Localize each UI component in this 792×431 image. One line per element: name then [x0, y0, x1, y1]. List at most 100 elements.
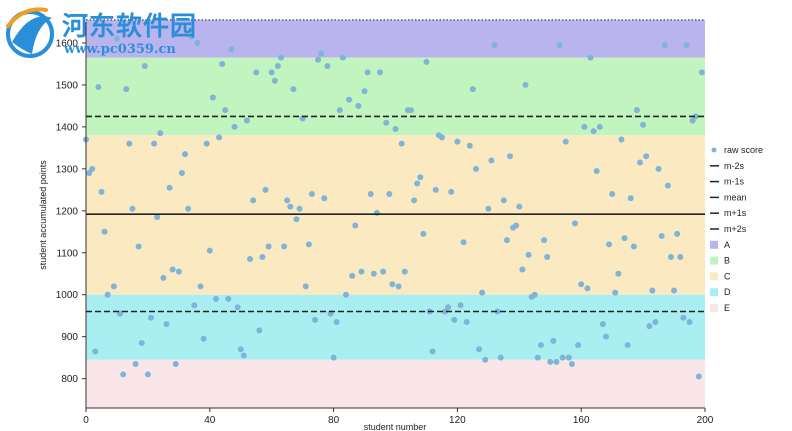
data-point	[590, 128, 597, 135]
data-point	[587, 54, 594, 61]
data-point	[491, 42, 498, 49]
data-point	[572, 220, 579, 227]
data-point	[346, 96, 353, 103]
data-point	[630, 243, 637, 250]
data-point	[686, 318, 693, 325]
data-point	[163, 321, 170, 328]
data-point	[689, 117, 696, 124]
data-point	[113, 35, 120, 42]
data-point	[151, 140, 158, 147]
data-point	[182, 151, 189, 158]
x-tick-label: 200	[697, 415, 714, 426]
grade-band-c	[86, 135, 705, 295]
data-point	[228, 46, 235, 53]
data-point	[407, 107, 414, 114]
data-point	[377, 69, 384, 76]
grade-band-e	[86, 359, 705, 408]
legend-entry: B	[710, 256, 730, 266]
data-point	[596, 123, 603, 130]
data-point	[516, 203, 523, 210]
data-point	[277, 54, 284, 61]
grade-band-b	[86, 57, 705, 136]
legend-entry: D	[710, 287, 731, 297]
data-point	[661, 42, 668, 49]
data-point	[358, 268, 365, 275]
data-point	[166, 184, 173, 191]
legend-swatch	[710, 240, 718, 249]
data-point	[197, 283, 204, 290]
legend-entry: m-2s	[710, 161, 744, 171]
data-point	[497, 354, 504, 361]
data-point	[247, 256, 254, 263]
data-point	[618, 136, 625, 143]
x-axis-label: student number	[364, 422, 427, 431]
data-point	[637, 159, 644, 166]
watermark-url: www.pc0359.cn	[64, 42, 176, 57]
data-point	[123, 86, 130, 93]
data-point	[420, 230, 427, 237]
data-point	[160, 274, 167, 281]
data-point	[476, 346, 483, 353]
data-point	[649, 287, 656, 294]
data-point	[695, 373, 702, 380]
data-point	[652, 318, 659, 325]
data-point	[544, 253, 551, 260]
data-point	[89, 165, 96, 172]
data-point	[398, 140, 405, 147]
data-point	[185, 205, 192, 212]
data-point	[240, 352, 247, 359]
data-point	[336, 107, 343, 114]
data-point	[296, 205, 303, 212]
data-point	[606, 241, 613, 248]
y-axis-label: student accumulated points	[38, 160, 48, 270]
data-point	[367, 191, 374, 198]
data-point	[138, 339, 145, 346]
data-point	[602, 333, 609, 340]
legend-label: m+1s	[724, 208, 747, 218]
data-point	[135, 243, 142, 250]
data-point	[324, 63, 331, 70]
data-point	[627, 195, 634, 202]
data-point	[339, 54, 346, 61]
data-point	[274, 63, 281, 70]
x-tick-label: 160	[573, 415, 590, 426]
data-point	[401, 268, 408, 275]
y-tick-label: 1300	[56, 164, 79, 175]
data-point	[386, 191, 393, 198]
data-point	[680, 314, 687, 321]
legend-label: mean	[724, 192, 747, 202]
data-point	[553, 358, 560, 365]
data-point	[677, 253, 684, 260]
legend-entry: raw score	[711, 145, 763, 155]
data-point	[256, 327, 263, 334]
axes	[85, 22, 705, 409]
data-point	[169, 266, 176, 273]
data-point	[671, 287, 678, 294]
data-point	[287, 203, 294, 210]
data-point	[234, 304, 241, 311]
legend-entry: E	[710, 303, 730, 313]
data-point	[445, 304, 452, 311]
data-point	[364, 69, 371, 76]
data-point	[126, 140, 133, 147]
data-point	[411, 197, 418, 204]
data-point	[482, 356, 489, 363]
watermark: 河东软件园 www.pc0359.cn	[0, 0, 210, 70]
data-point	[392, 125, 399, 132]
data-point	[212, 295, 219, 302]
data-point	[581, 123, 588, 130]
data-point	[253, 69, 260, 76]
data-point	[472, 165, 479, 172]
data-point	[525, 251, 532, 258]
y-tick-label: 1400	[56, 122, 79, 133]
data-point	[417, 174, 424, 181]
data-point	[448, 188, 455, 195]
data-point	[519, 266, 526, 273]
data-point	[469, 86, 476, 93]
data-point	[584, 285, 591, 292]
data-point	[172, 360, 179, 367]
x-tick-label: 40	[204, 415, 216, 426]
data-point	[86, 170, 93, 177]
data-point	[342, 291, 349, 298]
